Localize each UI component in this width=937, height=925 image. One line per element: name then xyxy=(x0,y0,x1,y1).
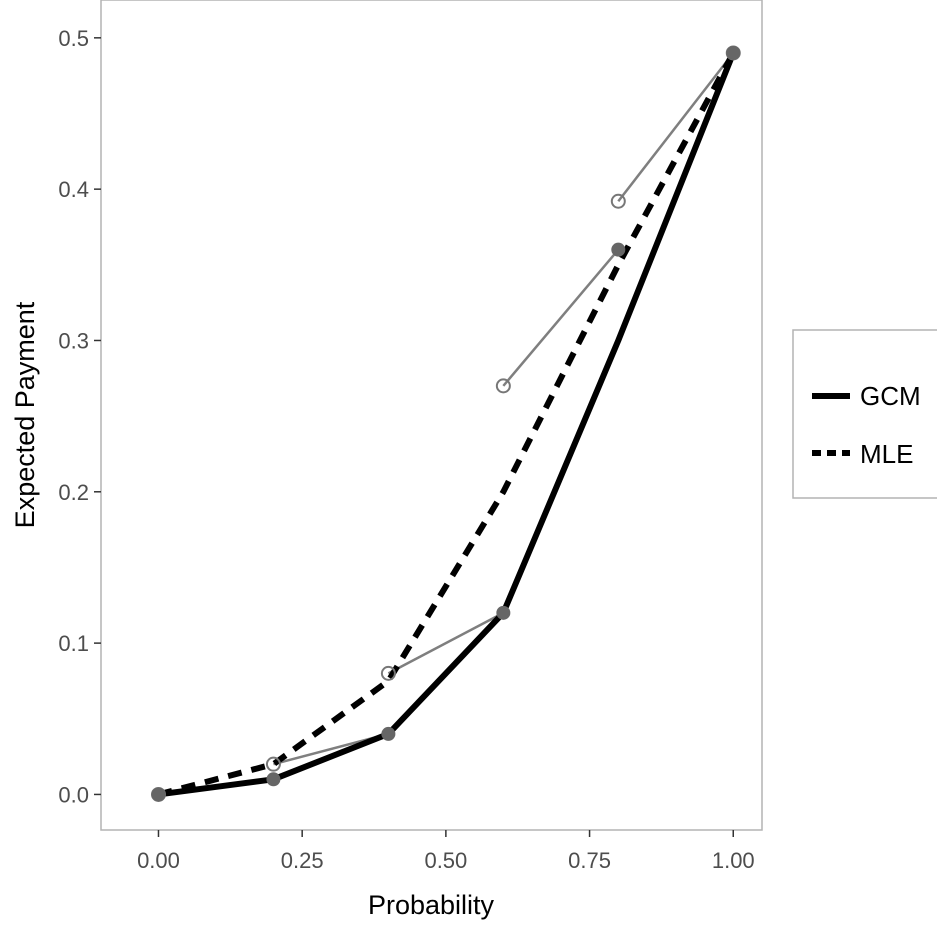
filled-point xyxy=(381,726,396,741)
filled-point xyxy=(266,772,281,787)
x-tick-label: 0.50 xyxy=(424,848,467,873)
legend-label-mle: MLE xyxy=(860,439,913,469)
filled-point xyxy=(496,605,511,620)
open-point xyxy=(265,756,281,772)
panel-border xyxy=(100,0,763,831)
open-point xyxy=(380,665,396,681)
y-tick-label: 0.4 xyxy=(58,177,89,202)
x-tick-label: 0.00 xyxy=(137,848,180,873)
y-tick-label: 0.2 xyxy=(58,480,89,505)
connector-lines xyxy=(273,52,735,766)
connector-line xyxy=(502,248,620,387)
series-lines xyxy=(157,51,737,798)
open-point xyxy=(610,193,626,209)
filled-point xyxy=(726,45,741,60)
x-tick-label: 1.00 xyxy=(712,848,755,873)
x-axis-title: Probability xyxy=(368,890,495,920)
y-tick-label: 0.5 xyxy=(58,26,89,51)
legend-label-gcm: GCM xyxy=(860,381,921,411)
series-line-mle xyxy=(157,51,736,798)
open-point xyxy=(495,378,511,394)
x-tick-label: 0.75 xyxy=(568,848,611,873)
y-axis: 0.0 0.1 0.2 0.3 0.4 0.5 xyxy=(58,26,101,807)
filled-point xyxy=(151,787,166,802)
connector-line xyxy=(617,52,735,203)
legend: GCM MLE xyxy=(792,329,937,499)
y-tick-label: 0.1 xyxy=(58,631,89,656)
data-points xyxy=(150,45,741,802)
connector-line xyxy=(273,611,505,766)
connector-line xyxy=(387,611,504,675)
x-axis: 0.00 0.25 0.50 0.75 1.00 xyxy=(137,830,755,873)
series-line-gcm xyxy=(158,51,737,798)
y-tick-label: 0.0 xyxy=(58,782,89,807)
x-tick-label: 0.25 xyxy=(281,848,324,873)
legend-box xyxy=(792,329,937,499)
y-axis-title: Expected Payment xyxy=(10,301,40,528)
filled-point xyxy=(611,242,626,257)
y-tick-label: 0.3 xyxy=(58,328,89,353)
